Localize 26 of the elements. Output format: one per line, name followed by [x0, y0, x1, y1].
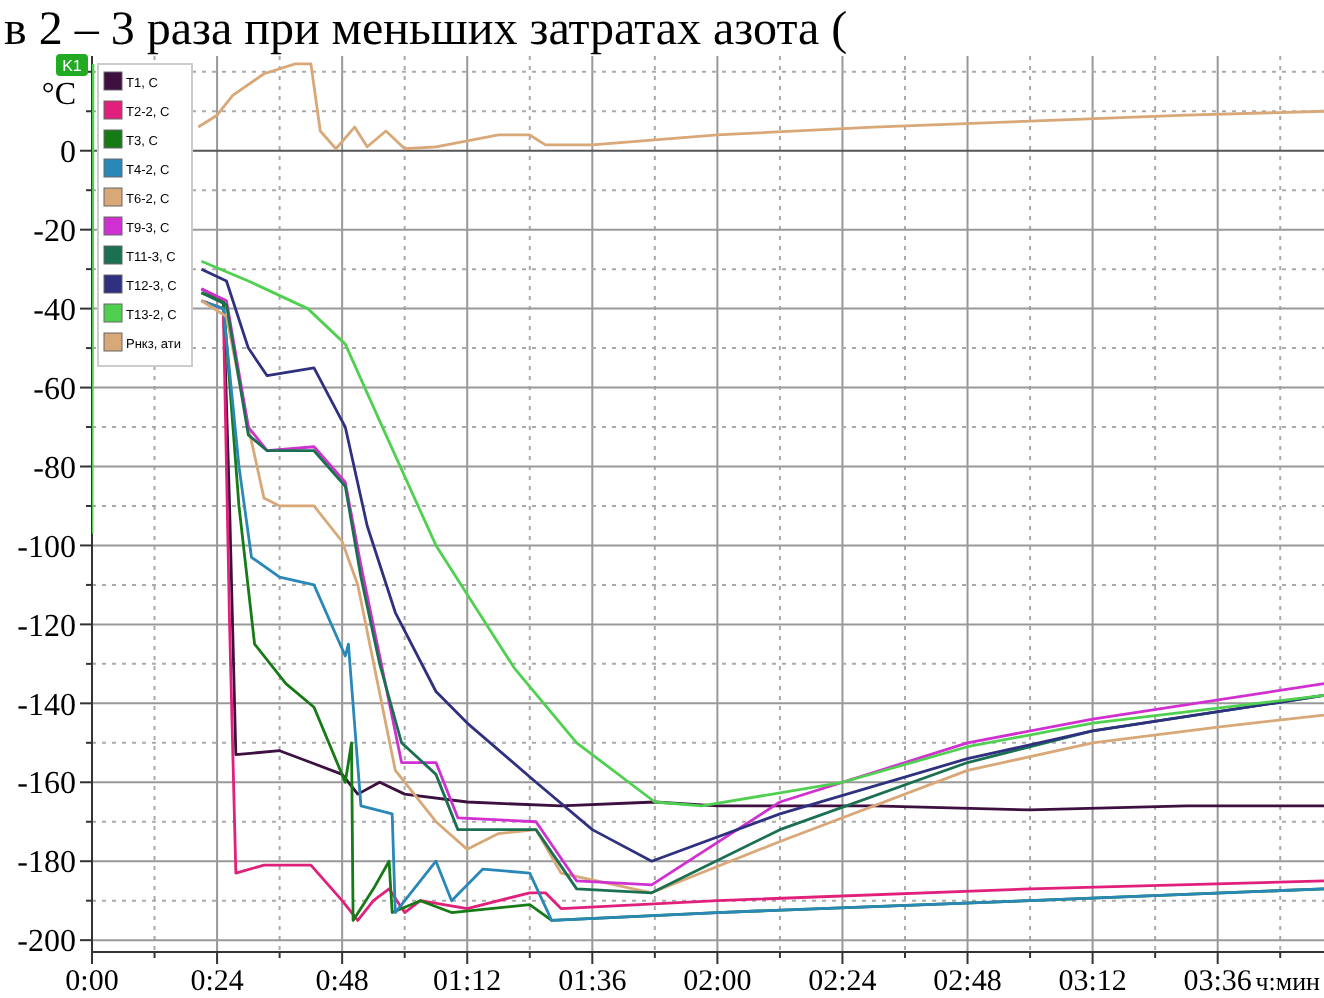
y-tick-label: -20: [33, 214, 76, 249]
x-tick-label: 02:00: [683, 966, 752, 998]
x-tick-label: 0:00: [65, 966, 119, 998]
annotation: в 2 – 3 раза при меньших затратах азота (: [4, 4, 848, 56]
y-tick-label: -100: [17, 530, 76, 565]
y-tick-label: -120: [17, 609, 76, 644]
y-tick-label: -140: [17, 688, 76, 723]
line-series: [196, 62, 1324, 151]
y-tick-label: -160: [17, 767, 76, 802]
y-tick-label: 0: [60, 135, 76, 170]
x-tick-label: 0:24: [190, 966, 245, 998]
y-tick-label: -80: [33, 451, 76, 486]
x-tick-label: 03:12: [1058, 966, 1127, 998]
y-axis-title: °C: [41, 78, 76, 112]
y-tick-label: -200: [17, 925, 76, 960]
channel-badge: K1: [56, 54, 88, 76]
x-axis-title: ч:мин: [1255, 966, 1321, 996]
x-tick-label: 01:12: [433, 966, 502, 998]
y-tick-label: -180: [17, 846, 76, 881]
x-tick-label: 0:48: [315, 966, 369, 998]
x-tick-label: 02:24: [808, 966, 878, 998]
x-tick-label: 02:48: [933, 966, 1002, 998]
y-tick-label: -40: [33, 293, 76, 328]
x-tick-label: 03:36: [1183, 966, 1253, 998]
x-tick-label: 01:36: [558, 966, 628, 998]
y-tick-label: -60: [33, 372, 76, 407]
